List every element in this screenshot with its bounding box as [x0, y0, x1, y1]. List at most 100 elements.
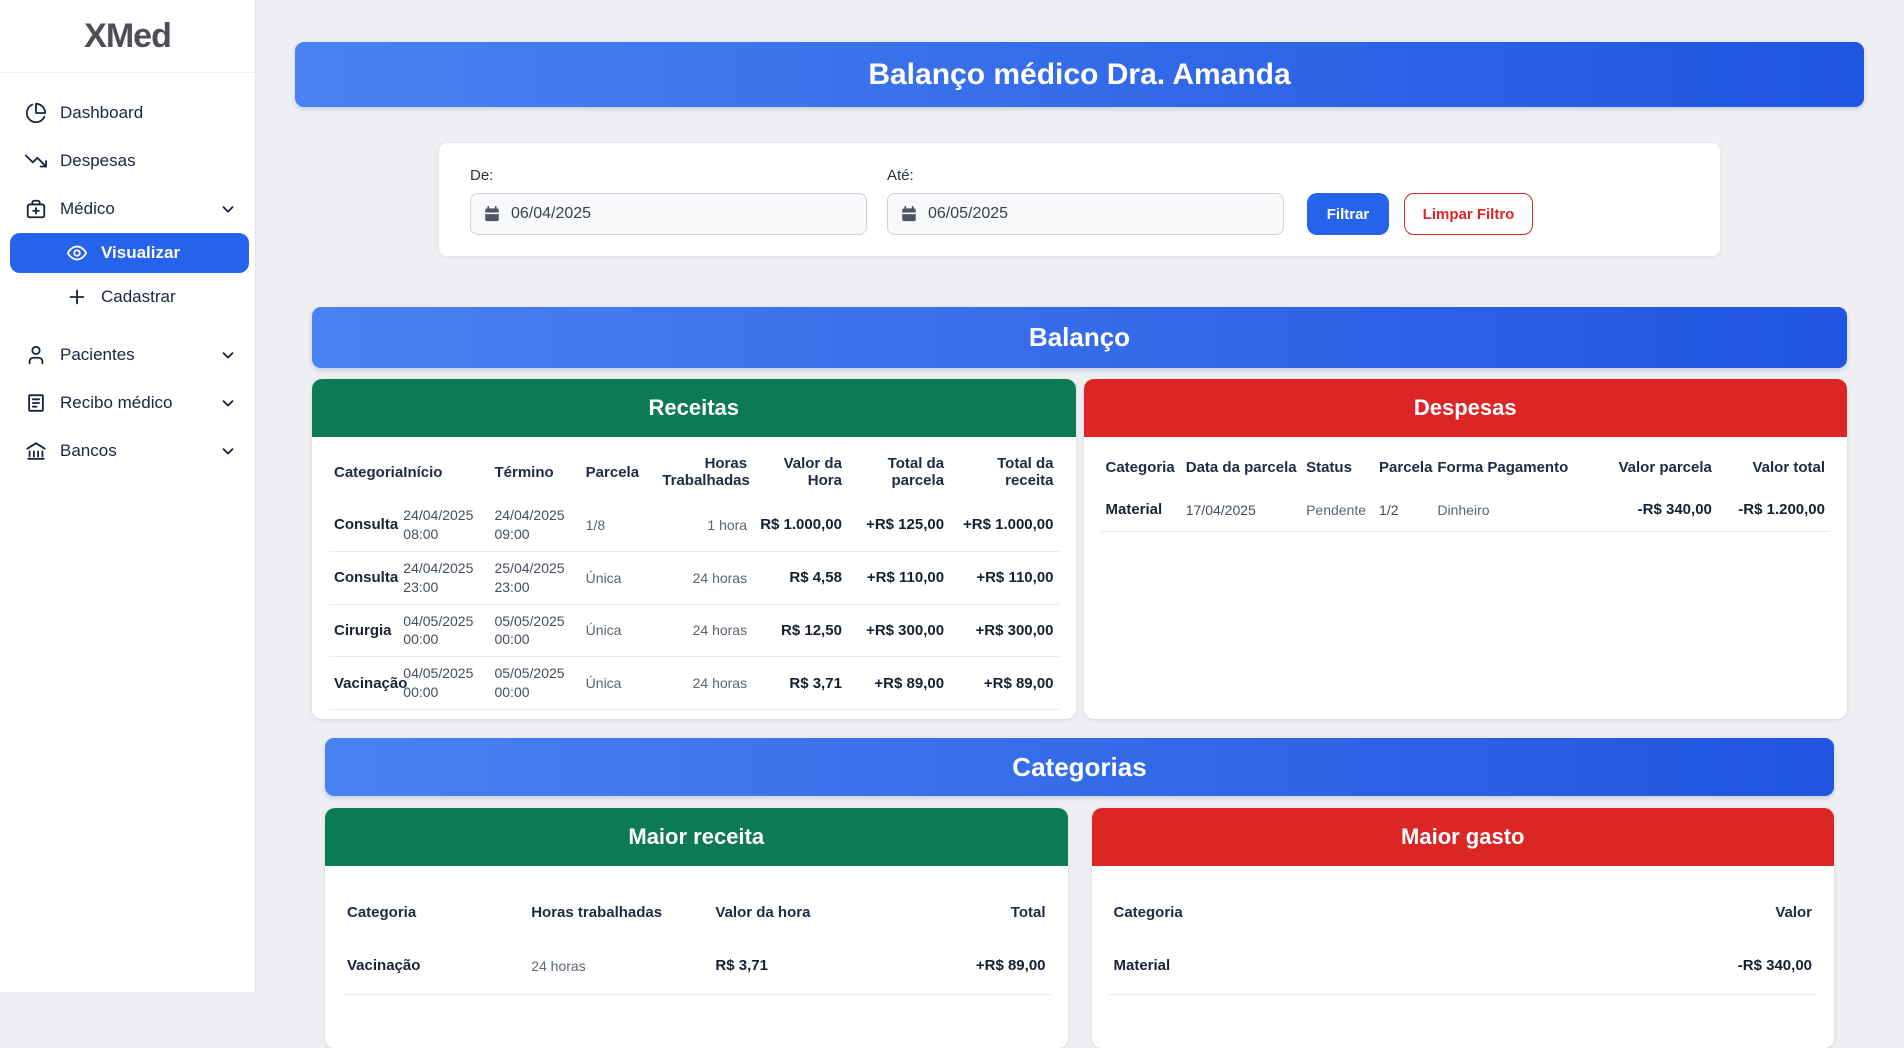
- plus-icon: [66, 286, 88, 308]
- sidebar-item-bancos[interactable]: Bancos: [0, 427, 255, 475]
- cell-forma-pagamento: Dinheiro: [1432, 490, 1571, 532]
- cell-horas: 24 horas: [657, 604, 753, 658]
- cell-valor-hora: R$ 3,71: [710, 935, 902, 995]
- column-header: Categoria: [1105, 459, 1175, 476]
- sidebar-item-visualizar[interactable]: Visualizar: [10, 233, 249, 273]
- column-header: Valor parcela: [1618, 459, 1712, 476]
- maior-gasto-card: Maior gasto Categoria Valor Material: [1091, 808, 1834, 1048]
- cell-valor-total: -R$ 1.200,00: [1716, 490, 1830, 532]
- cell-horas: 1 hora: [657, 499, 753, 552]
- cell-total-receita: +R$ 89,00: [949, 656, 1059, 711]
- medical-bag-icon: [25, 198, 47, 220]
- table-row: Vacinação 24 horas R$ 3,71 +R$ 89,00: [342, 935, 1051, 995]
- table-row: Consulta 24/04/2025 23:00 25/04/2025 23:…: [329, 551, 1059, 605]
- sidebar-item-label: Cadastrar: [101, 287, 176, 306]
- date-to-group: Até: 06/05/2025: [887, 167, 1284, 235]
- cell-inicio: 24/04/2025 23:00: [398, 551, 490, 605]
- table-row: Consulta 24/04/2025 08:00 24/04/2025 09:…: [329, 499, 1059, 552]
- table-row: Material -R$ 340,00: [1108, 935, 1817, 995]
- cell-total-receita: +R$ 1.000,00: [949, 499, 1059, 552]
- cell-parcela: 1/2: [1374, 490, 1433, 532]
- sidebar-item-recibo-medico[interactable]: Recibo médico: [0, 379, 255, 427]
- cell-valor-parcela: -R$ 340,00: [1570, 490, 1717, 532]
- page-title: Balanço médico Dra. Amanda: [295, 42, 1864, 107]
- column-header: Horas trabalhadas: [531, 904, 663, 921]
- date-to-value: 06/05/2025: [928, 205, 1009, 222]
- chevron-down-icon: [219, 394, 237, 412]
- date-to-input[interactable]: 06/05/2025: [887, 193, 1284, 235]
- cell-categoria: Consulta: [329, 551, 399, 605]
- cell-total-receita: +R$ 110,00: [949, 551, 1059, 605]
- maior-gasto-title: Maior gasto: [1091, 808, 1834, 866]
- bank-icon: [25, 440, 47, 462]
- clear-filter-button[interactable]: Limpar Filtro: [1404, 193, 1533, 235]
- eye-icon: [66, 242, 88, 264]
- cell-categoria: Material: [1100, 490, 1181, 532]
- cell-parcela: Única: [580, 604, 658, 658]
- column-header: Término: [494, 463, 554, 481]
- column-header: Categoria: [347, 904, 417, 921]
- cell-horas: 24 horas: [526, 935, 711, 995]
- receitas-card: Receitas Categoria Início Término Parcel…: [312, 379, 1076, 719]
- calendar-icon: [483, 205, 501, 223]
- column-header: Parcela: [1379, 459, 1433, 476]
- cell-categoria: Material: [1108, 935, 1463, 995]
- date-from-label: De:: [470, 167, 494, 184]
- table-header-row: Categoria Data da parcela Status Parcela…: [1101, 439, 1831, 490]
- app-logo: XMed: [84, 16, 172, 55]
- column-header: Valor: [1775, 904, 1812, 921]
- maior-gasto-table: Categoria Valor Material -R$ 340,00: [1108, 868, 1818, 995]
- sidebar-item-dashboard[interactable]: Dashboard: [0, 89, 255, 137]
- logo-container: XMed: [0, 0, 255, 73]
- cell-termino: 05/05/2025 00:00: [489, 656, 581, 711]
- cell-inicio: 24/04/2025 08:00: [398, 499, 490, 552]
- column-header: Status: [1306, 459, 1352, 476]
- cell-parcela: Única: [580, 551, 658, 605]
- cell-termino: 05/05/2025 00:00: [489, 604, 581, 658]
- categories-title-text: Categorias: [1012, 751, 1147, 782]
- cell-total-parcela: +R$ 110,00: [846, 551, 950, 605]
- receipt-icon: [25, 392, 47, 414]
- cell-valor-hora: R$ 3,71: [752, 656, 847, 711]
- balance-section: Balanço Receitas Categoria Início Términ…: [312, 307, 1847, 719]
- user-icon: [25, 344, 47, 366]
- table-header-row: Categoria Valor: [1109, 868, 1818, 935]
- column-header: Início: [403, 463, 443, 481]
- page-title-text: Balanço médico Dra. Amanda: [868, 57, 1291, 91]
- sidebar-item-despesas[interactable]: Despesas: [0, 137, 255, 185]
- cell-total: +R$ 89,00: [901, 935, 1051, 995]
- cell-horas: 24 horas: [657, 551, 753, 605]
- cell-valor-hora: R$ 4,58: [752, 551, 847, 605]
- column-header: Total da receita: [997, 455, 1054, 489]
- cell-categoria: Cirurgia: [329, 604, 399, 658]
- column-header: Total: [1010, 904, 1046, 921]
- sidebar-item-label: Visualizar: [101, 243, 181, 262]
- filter-button[interactable]: Filtrar: [1307, 193, 1389, 235]
- categories-section: Categorias Maior receita Categoria Horas…: [325, 738, 1834, 1048]
- column-header: Horas Trabalhadas: [662, 455, 750, 489]
- filter-card: De: 06/04/2025 Até: 06/05/2025: [439, 143, 1720, 256]
- despesas-card: Despesas Categoria Data da parcela Statu…: [1083, 379, 1847, 719]
- column-header: Parcela: [585, 463, 640, 481]
- chevron-down-icon: [219, 346, 237, 364]
- date-to-label: Até:: [887, 167, 914, 184]
- trending-down-icon: [25, 150, 47, 172]
- column-header: Categoria: [1113, 904, 1183, 921]
- column-header: Total da parcela: [887, 455, 945, 489]
- cell-status: Pendente: [1301, 490, 1375, 532]
- sidebar-item-label: Dashboard: [60, 103, 144, 122]
- cell-total-parcela: +R$ 300,00: [846, 604, 950, 658]
- cell-termino: 24/04/2025 09:00: [489, 499, 581, 552]
- sidebar-item-pacientes[interactable]: Pacientes: [0, 331, 255, 379]
- sidebar-item-medico[interactable]: Médico: [0, 185, 255, 233]
- date-from-input[interactable]: 06/04/2025: [470, 193, 867, 235]
- cell-valor-hora: R$ 1.000,00: [752, 499, 847, 552]
- sidebar-item-cadastrar[interactable]: Cadastrar: [0, 273, 255, 321]
- cell-parcela: 1/8: [580, 499, 658, 552]
- sidebar-nav: Dashboard Despesas Médico: [0, 73, 255, 475]
- column-header: Valor da hora: [715, 904, 811, 921]
- date-from-group: De: 06/04/2025: [470, 167, 867, 235]
- chevron-down-icon: [219, 200, 237, 218]
- despesas-table: Categoria Data da parcela Status Parcela…: [1100, 439, 1831, 532]
- column-header: Data da parcela: [1185, 459, 1297, 476]
